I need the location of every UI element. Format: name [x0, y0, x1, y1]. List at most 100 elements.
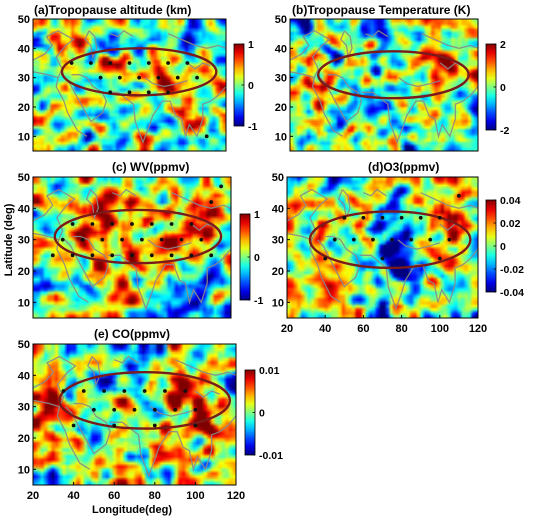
- y-tick-label: 20: [18, 102, 30, 114]
- significance-dot: [80, 237, 85, 242]
- significance-dot: [163, 389, 167, 393]
- y-tick-label: 20: [18, 266, 30, 278]
- x-tick-label: 60: [357, 323, 369, 335]
- significance-dot: [159, 237, 164, 242]
- coastline-segment: [63, 74, 107, 123]
- coastline-segment: [187, 62, 211, 70]
- significance-dot: [209, 253, 214, 258]
- coastline-segment: [174, 359, 236, 376]
- coastline-segment: [167, 33, 226, 49]
- panel-d: (d)O3(ppmv) 10 20 30 40 50 20 40 60 80 100 120 0.…: [272, 160, 524, 335]
- coastline-segment: [108, 248, 231, 311]
- significance-dot: [380, 256, 385, 261]
- significance-dot: [130, 222, 134, 226]
- significance-dot: [156, 75, 161, 80]
- significance-dot: [185, 61, 190, 65]
- panel-d-frame: [286, 176, 479, 319]
- y-tick-label: 50: [275, 14, 287, 26]
- significance-dot: [120, 237, 124, 242]
- y-tick-label: 40: [272, 203, 284, 215]
- y-tick-label: 30: [18, 73, 30, 85]
- x-tick-label: 100: [431, 323, 449, 335]
- significance-dot: [122, 389, 127, 393]
- coastline-segment: [33, 29, 75, 79]
- colorbar-tick-label: -0.01: [259, 450, 283, 462]
- significance-dot: [102, 389, 106, 393]
- significance-dot: [61, 389, 66, 393]
- panel-a-colorbar: 1 0 -1: [233, 39, 257, 133]
- significance-dot: [189, 222, 194, 226]
- significance-dot: [90, 253, 95, 258]
- x-tick-label: 40: [67, 490, 79, 502]
- significance-dot: [380, 215, 385, 220]
- significance-dot: [371, 237, 375, 242]
- significance-dot: [70, 253, 75, 258]
- significance-dot: [332, 237, 337, 242]
- panel-c-field: [33, 177, 231, 318]
- y-tick-label: 30: [275, 73, 287, 85]
- x-tick-label: 100: [186, 490, 204, 502]
- colorbar-tick-label: -1: [254, 295, 263, 307]
- significance-dot: [108, 90, 113, 95]
- significance-dot: [437, 256, 442, 261]
- significance-dot: [127, 61, 132, 65]
- coastline-segment: [337, 189, 351, 221]
- panel-e-boundary: [58, 370, 232, 430]
- panel-e-frame: [32, 343, 237, 486]
- coastline-segment: [106, 86, 226, 145]
- y-tick-label: 50: [18, 172, 30, 184]
- significance-dot: [140, 237, 144, 242]
- colorbar-tick-label: 0.04: [500, 195, 521, 207]
- colorbar-tick-label: 0: [248, 80, 254, 92]
- y-tick-label: 40: [18, 370, 30, 382]
- panel-b: (b)Tropopause Temperature (K) 1020304050…: [275, 3, 509, 152]
- significance-dot: [457, 193, 461, 198]
- y-tick-label: 10: [18, 464, 30, 476]
- significance-dot: [110, 222, 115, 226]
- panel-c-y-axis-label: Latitude (deg): [3, 203, 15, 276]
- colorbar-tick-label: 2: [500, 39, 506, 51]
- panel-b-plot-area: [289, 18, 479, 152]
- y-tick-label: 50: [18, 14, 30, 26]
- significance-dot: [90, 222, 95, 226]
- significance-dot: [169, 253, 174, 258]
- panel-e-coastlines: [33, 355, 236, 478]
- y-tick-label: 10: [18, 131, 30, 143]
- panel-d-plot-area: [286, 176, 479, 319]
- significance-dot: [137, 75, 142, 80]
- y-tick-label: 40: [275, 43, 287, 55]
- coastline-segment: [421, 33, 478, 49]
- significance-dot: [112, 423, 117, 428]
- coastline-segment: [398, 77, 441, 88]
- significance-dot: [169, 222, 174, 226]
- coastline-segment: [195, 390, 221, 399]
- panel-b-y-ticks: 10 20 30 40 50: [275, 14, 293, 143]
- y-tick-label: 30: [18, 235, 30, 247]
- panel-e-title: (e) CO(ppmv): [94, 327, 170, 341]
- panel-a-plot-area: [32, 18, 227, 152]
- panel-c-coastlines: [33, 188, 231, 311]
- y-tick-label: 50: [272, 172, 284, 184]
- y-tick-label: 20: [272, 266, 284, 278]
- significance-dot: [209, 200, 214, 204]
- coastline-segment: [84, 30, 98, 60]
- significance-dot: [112, 407, 117, 412]
- significance-dot: [195, 75, 199, 80]
- colorbar-tick-label: 0: [259, 408, 265, 420]
- significance-dot: [142, 389, 147, 393]
- significance-dot: [189, 253, 194, 258]
- coastline-segment: [87, 356, 101, 387]
- colorbar-tick-label: 0: [254, 252, 260, 264]
- panel-c-colorbar: 1 0 -1: [239, 209, 263, 307]
- x-tick-label: 40: [319, 323, 331, 335]
- panel-d-y-ticks: 10 20 30 40 50: [272, 172, 290, 309]
- significance-dot: [81, 389, 86, 393]
- significance-dot: [98, 75, 103, 80]
- coastline-segment: [319, 74, 363, 123]
- significance-dot: [447, 237, 452, 242]
- coastline-segment: [397, 239, 441, 250]
- significance-dot: [399, 215, 404, 220]
- coastline-segment: [110, 415, 236, 478]
